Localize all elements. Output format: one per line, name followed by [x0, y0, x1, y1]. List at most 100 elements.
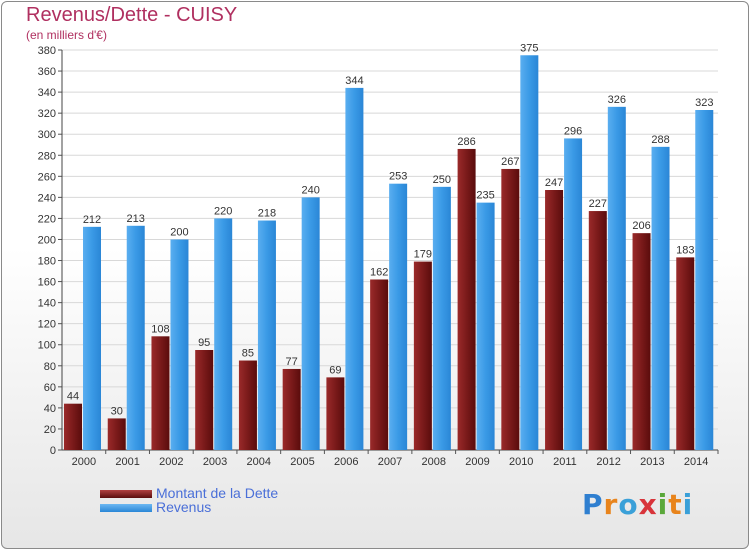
- data-label-revenus: 296: [564, 125, 582, 137]
- data-label-revenus: 375: [520, 42, 538, 54]
- legend-swatch-revenus: [100, 504, 152, 512]
- data-label-revenus: 218: [258, 208, 276, 220]
- y-tick-label: 340: [38, 87, 56, 99]
- bar-revenus: [389, 183, 408, 450]
- bar-dette: [545, 190, 564, 450]
- legend-label-revenus: Revenus: [156, 499, 212, 515]
- proxiti-logo: Proxiti: [582, 488, 694, 521]
- data-label-dette: 227: [589, 198, 607, 210]
- x-tick-label: 2012: [596, 456, 620, 468]
- bar-dette: [326, 377, 345, 450]
- x-tick-label: 2003: [203, 456, 227, 468]
- data-label-dette: 95: [198, 337, 210, 349]
- data-label-revenus: 344: [345, 75, 363, 87]
- bar-dette: [501, 168, 520, 450]
- x-tick-label: 2010: [509, 456, 533, 468]
- bar-dette: [413, 261, 432, 450]
- bar-revenus: [170, 239, 189, 450]
- x-tick-label: 2000: [72, 456, 96, 468]
- x-tick-label: 2009: [465, 456, 489, 468]
- data-label-revenus: 212: [83, 214, 101, 226]
- data-label-revenus: 240: [301, 184, 319, 196]
- data-label-dette: 44: [67, 391, 79, 403]
- data-label-dette: 77: [286, 356, 298, 368]
- data-label-dette: 85: [242, 348, 254, 360]
- chart-title: Revenus/Dette - CUISY: [26, 4, 238, 26]
- y-tick-label: 200: [38, 234, 56, 246]
- legend-swatch-dette: [100, 490, 152, 498]
- bar-dette: [151, 336, 170, 450]
- bar-dette: [632, 233, 651, 450]
- y-tick-label: 20: [44, 424, 56, 436]
- data-label-dette: 108: [151, 323, 169, 335]
- bar-revenus: [476, 202, 495, 450]
- bar-dette: [238, 360, 257, 450]
- y-tick-label: 360: [38, 66, 56, 78]
- bar-dette: [107, 418, 126, 450]
- data-label-revenus: 288: [651, 134, 669, 146]
- bar-revenus: [695, 110, 714, 450]
- bar-revenus: [214, 218, 233, 450]
- data-label-revenus: 200: [170, 226, 188, 238]
- y-tick-label: 320: [38, 108, 56, 120]
- y-tick-label: 280: [38, 150, 56, 162]
- y-tick-label: 260: [38, 171, 56, 183]
- bar-dette: [457, 148, 476, 450]
- data-label-dette: 206: [632, 220, 650, 232]
- data-label-dette: 267: [501, 156, 519, 168]
- y-tick-label: 120: [38, 319, 56, 331]
- bar-revenus: [432, 186, 451, 450]
- y-tick-label: 80: [44, 361, 56, 373]
- bar-dette: [282, 368, 301, 450]
- bar-dette: [370, 279, 389, 450]
- bar-dette: [588, 211, 607, 450]
- x-tick-label: 2007: [378, 456, 402, 468]
- bar-revenus: [564, 138, 583, 450]
- data-label-revenus: 220: [214, 205, 232, 217]
- chart-subtitle: (en milliers d'€): [26, 28, 107, 42]
- x-tick-label: 2004: [247, 456, 271, 468]
- y-tick-label: 160: [38, 277, 56, 289]
- y-tick-label: 60: [44, 382, 56, 394]
- data-label-revenus: 326: [608, 94, 626, 106]
- y-tick-label: 220: [38, 213, 56, 225]
- x-tick-label: 2002: [159, 456, 183, 468]
- data-label-dette: 286: [457, 136, 475, 148]
- x-tick-label: 2006: [334, 456, 358, 468]
- y-tick-label: 300: [38, 129, 56, 141]
- data-label-revenus: 250: [433, 174, 451, 186]
- data-label-revenus: 253: [389, 171, 407, 183]
- data-label-dette: 183: [676, 244, 694, 256]
- bar-dette: [195, 350, 214, 450]
- y-tick-label: 180: [38, 256, 56, 268]
- x-tick-label: 2001: [115, 456, 139, 468]
- x-tick-label: 2005: [290, 456, 314, 468]
- bar-revenus: [257, 220, 276, 450]
- y-tick-label: 40: [44, 403, 56, 415]
- bar-revenus: [83, 226, 101, 450]
- data-label-revenus: 213: [127, 213, 145, 225]
- bar-revenus: [651, 146, 670, 450]
- y-tick-label: 140: [38, 298, 56, 310]
- bar-revenus: [520, 55, 539, 451]
- legend-label-dette: Montant de la Dette: [156, 485, 279, 501]
- x-tick-label: 2013: [640, 456, 664, 468]
- data-label-dette: 30: [111, 405, 123, 417]
- y-tick-label: 240: [38, 192, 56, 204]
- data-label-dette: 69: [329, 364, 341, 376]
- data-label-dette: 179: [414, 249, 432, 261]
- data-label-revenus: 323: [695, 97, 713, 109]
- data-label-dette: 162: [370, 266, 388, 278]
- bar-revenus: [126, 225, 145, 450]
- data-label-revenus: 235: [476, 190, 494, 202]
- data-label-dette: 247: [545, 177, 563, 189]
- bar-revenus: [345, 87, 364, 450]
- y-tick-label: 100: [38, 340, 56, 352]
- x-tick-label: 2008: [421, 456, 445, 468]
- y-tick-label: 380: [38, 45, 56, 57]
- bar-revenus: [607, 106, 626, 450]
- bar-dette: [676, 257, 695, 450]
- bar-revenus: [301, 197, 320, 450]
- x-tick-label: 2014: [684, 456, 708, 468]
